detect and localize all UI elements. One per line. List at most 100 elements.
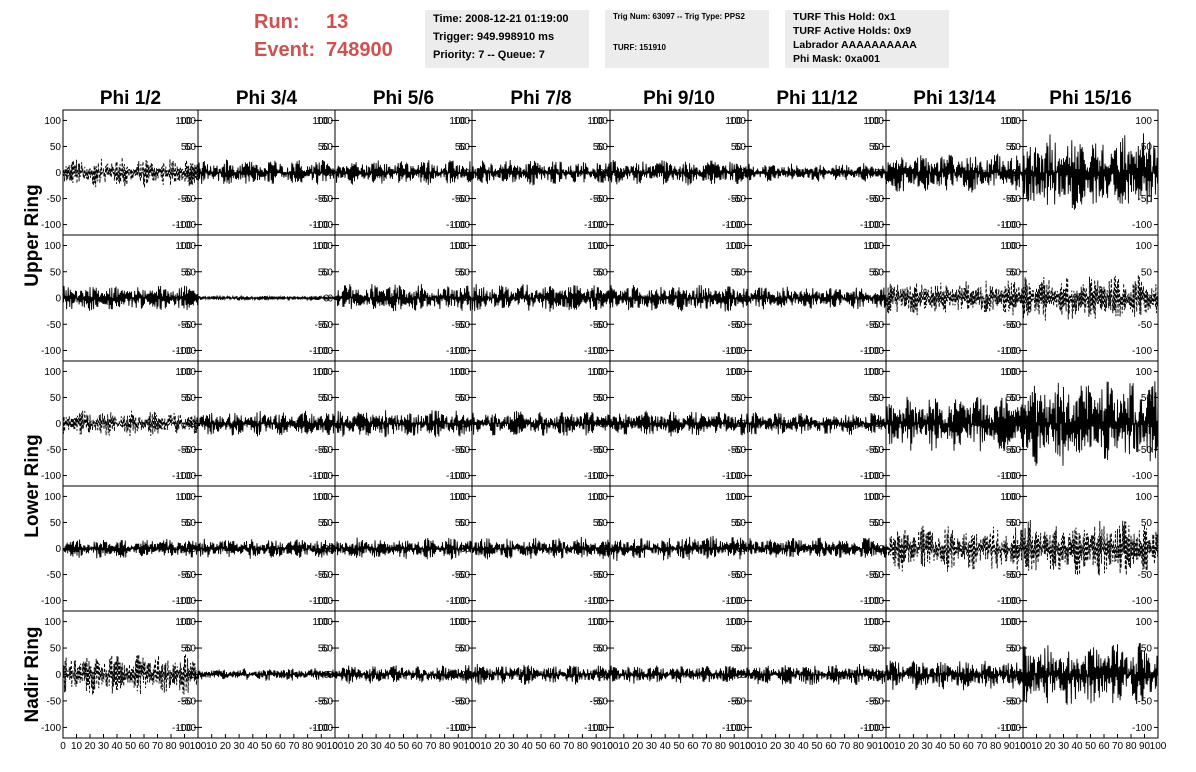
y-tick-label: 100 (1004, 241, 1021, 252)
waveform-trace (885, 153, 1024, 193)
y-tick-label: 100 (863, 367, 880, 378)
y-tick-label: 50 (322, 644, 334, 655)
x-tick-label: 90 (316, 741, 328, 752)
y-tick-label: 0 (740, 168, 746, 179)
waveform-trace (747, 412, 887, 435)
y-tick-label: 50 (1141, 267, 1153, 278)
y-tick-label: 50 (1141, 518, 1153, 529)
waveform-trace (747, 286, 887, 310)
y-tick-label: -50 (870, 445, 885, 456)
x-tick-label: 100 (464, 741, 481, 752)
y-tick-label: 100 (725, 492, 742, 503)
y-tick-label: 0 (602, 294, 608, 305)
y-tick-label: 50 (593, 142, 605, 153)
y-tick-label: -50 (732, 194, 747, 205)
y-tick-label: 100 (867, 116, 884, 127)
y-tick-label: 100 (867, 617, 884, 628)
x-tick-label: 70 (976, 741, 988, 752)
x-tick-label: 10 (71, 741, 83, 752)
waveform-trace (197, 538, 336, 559)
y-tick-label: 50 (593, 267, 605, 278)
y-tick-label: -100 (588, 596, 608, 607)
y-tick-label: -50 (1007, 570, 1022, 581)
y-tick-label: -100 (997, 596, 1017, 607)
y-tick-label: 0 (55, 419, 61, 430)
y-tick-label: -100 (172, 471, 192, 482)
y-tick-label: 50 (318, 267, 330, 278)
x-tick-label: 80 (853, 741, 865, 752)
y-tick-label: -50 (47, 445, 62, 456)
y-tick-label: -50 (315, 194, 330, 205)
y-tick-label: -50 (319, 320, 334, 331)
y-tick-label: 50 (322, 142, 334, 153)
y-tick-label: -50 (1138, 570, 1153, 581)
x-tick-label: 30 (646, 741, 658, 752)
y-tick-label: 100 (1135, 367, 1152, 378)
event-label: Event: (254, 39, 316, 61)
y-tick-label: 50 (597, 518, 609, 529)
y-tick-label: 100 (1004, 116, 1021, 127)
y-tick-label: 100 (312, 116, 329, 127)
y-tick-label: 100 (587, 617, 604, 628)
y-tick-label: 100 (1135, 241, 1152, 252)
y-tick-label: -50 (732, 570, 747, 581)
x-tick-label: 70 (701, 741, 713, 752)
x-tick-label: 30 (234, 741, 246, 752)
y-tick-label: -100 (860, 596, 880, 607)
y-tick-label: 100 (729, 241, 746, 252)
y-tick-label: -100 (584, 220, 604, 231)
y-tick-label: -50 (456, 570, 471, 581)
x-tick-label: 50 (261, 741, 273, 752)
x-tick-label: 80 (1125, 741, 1137, 752)
y-tick-label: -100 (722, 723, 742, 734)
y-tick-label: 50 (873, 267, 885, 278)
y-tick-label: 50 (731, 393, 743, 404)
y-tick-label: 50 (50, 393, 62, 404)
y-tick-label: -50 (319, 696, 334, 707)
y-tick-label: 0 (464, 670, 470, 681)
column-title: Phi 13/14 (913, 88, 996, 109)
y-tick-label: -100 (997, 220, 1017, 231)
x-tick-label: 20 (220, 741, 232, 752)
run-event-block: Run: 13 Event: 748900 (254, 8, 393, 64)
y-tick-label: 50 (735, 267, 747, 278)
x-tick-label: 60 (138, 741, 150, 752)
y-tick-label: -50 (452, 445, 467, 456)
y-tick-label: 50 (50, 518, 62, 529)
x-tick-label: 10 (343, 741, 355, 752)
y-tick-label: 100 (453, 492, 470, 503)
y-tick-label: 100 (179, 116, 196, 127)
y-tick-label: -50 (728, 570, 743, 581)
y-tick-label: 100 (729, 116, 746, 127)
y-tick-label: 100 (863, 116, 880, 127)
waveform-trace (885, 660, 1024, 691)
y-tick-label: -50 (1138, 194, 1153, 205)
x-tick-label: 10 (618, 741, 630, 752)
y-tick-label: -100 (1001, 596, 1021, 607)
y-tick-label: 0 (55, 544, 61, 555)
y-tick-label: -50 (590, 570, 605, 581)
y-tick-label: 0 (190, 419, 196, 430)
y-tick-label: -50 (590, 445, 605, 456)
y-tick-label: -100 (997, 723, 1017, 734)
y-tick-label: 100 (1004, 492, 1021, 503)
y-tick-label: 100 (591, 492, 608, 503)
y-tick-label: -50 (315, 570, 330, 581)
y-tick-label: 50 (50, 267, 62, 278)
y-tick-label: -100 (864, 220, 884, 231)
y-tick-label: 100 (453, 241, 470, 252)
y-tick-label: 50 (1141, 142, 1153, 153)
y-tick-label: 0 (327, 294, 333, 305)
y-tick-label: 100 (863, 241, 880, 252)
y-tick-label: 100 (449, 492, 466, 503)
y-tick-label: -100 (864, 471, 884, 482)
y-tick-label: -100 (726, 723, 746, 734)
